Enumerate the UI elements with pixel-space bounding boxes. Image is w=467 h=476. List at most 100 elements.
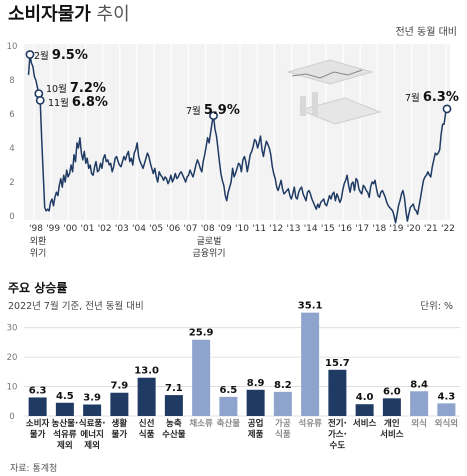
annotation-month: 11월 [48,97,72,109]
annotation-value: 6.8% [72,95,108,110]
annotation-label: 11월 6.8% [48,95,108,110]
event-label: 위기 [30,248,47,259]
bar [83,404,102,416]
y-tick-label: 20 [7,353,18,363]
x-tick-label: '99 [46,224,60,234]
bar [219,396,238,416]
category-label: 수산물 [162,429,186,440]
y-tick-label: 30 [7,324,18,334]
illustration [286,59,382,125]
x-tick-label: '01 [81,224,95,234]
category-label: 신선 [139,418,155,429]
bar-value-label: 4.5 [56,391,74,402]
title-bold: 소비자물가 [8,4,91,25]
category-label: 식품 [275,429,291,440]
bar-value-label: 8.2 [274,380,292,391]
y-tick-label: 10 [7,42,18,52]
bar-value-label: 15.7 [325,358,350,369]
y-tick-label: 10 [7,383,18,393]
category-label: 농산물· [52,418,79,429]
category-label: 석유류 [298,418,322,429]
category-label: 서비스 [380,429,404,440]
illustration-shape [312,92,318,116]
bar-value-label: 13.0 [134,366,159,377]
annotation-label: 7월 5.9% [186,103,240,118]
bar-value-label: 6.5 [220,385,238,396]
x-tick-label: '07 [184,224,198,234]
y-tick-label: 0 [9,212,14,222]
category-label: 공업 [248,418,264,429]
bar [410,391,429,416]
category-label: 개인 [384,418,400,429]
category-label: 에너지 [80,429,103,440]
plot-background [24,44,450,220]
x-tick-label: '98 [29,224,43,234]
annotation-label: 2월 9.5% [34,48,88,63]
x-tick-label: '04 [132,224,146,234]
bar [55,402,74,416]
category-label: 외식 [411,418,427,429]
bar-value-label: 6.3 [29,385,47,396]
bottom-subtitle: 2022년 7월 기준, 전년 동월 대비 [8,301,144,312]
x-tick-label: '21 [424,224,438,234]
x-tick-label: '11 [252,224,266,234]
annotation-value: 9.5% [52,48,88,63]
event-label: 금융위기 [192,248,225,259]
illustration-shape [291,69,363,79]
category-label: 제외 [84,440,100,451]
illustration-shape [286,59,374,85]
x-tick-label: '12 [269,224,283,234]
title-light: 추이 [96,4,130,25]
x-tick-label: '16 [338,224,352,234]
illustration-shape [298,97,382,125]
x-tick-label: '10 [235,224,249,234]
illustration-shape [300,96,306,116]
highlight-point [442,104,452,114]
annotation-value: 5.9% [204,103,240,118]
bar [355,404,374,416]
x-tick-label: '14 [304,224,318,234]
x-tick-label: '08 [201,224,215,234]
annotation-month: 2월 [34,50,52,62]
bar-value-label: 4.3 [438,391,456,402]
annotation-month: 10월 [46,83,70,95]
y-tick-label: 2 [9,178,14,188]
bar [164,395,183,416]
annotation-month: 7월 [405,92,423,104]
category-label: 채소류 [189,418,213,429]
y-tick-label: 6 [9,110,14,120]
bar-value-label: 7.1 [165,383,183,394]
category-label: 식료품· [79,418,106,429]
annotation-value: 7.2% [70,81,106,96]
bar [137,377,156,416]
bar-value-label: 8.9 [247,378,265,389]
x-tick-label: '22 [441,224,455,234]
bar-value-label: 25.9 [189,328,214,339]
bottom-unit-label: 단위: % [420,301,453,312]
category-label: 생활 [112,418,128,429]
category-label: 물가 [112,429,128,440]
bar [437,403,456,416]
category-label: 외식외 [435,418,458,429]
bar [28,397,47,416]
bar-value-label: 35.1 [298,301,323,312]
category-label: 석유류 [53,429,77,440]
annotation-label: 10월 7.2% [46,81,106,96]
y-tick-label: 8 [9,76,14,86]
y-tick-label: 4 [9,144,14,154]
highlight-point [25,50,35,59]
bottom-title: 주요 상승률 [8,281,68,295]
x-tick-label: '00 [63,224,77,234]
highlight-point [35,96,45,105]
bar-value-label: 3.9 [83,393,101,404]
bar [328,369,347,416]
category-label: 농축 [166,418,182,429]
x-tick-label: '05 [149,224,163,234]
category-label: 전기· [328,418,347,429]
cpi-line-chart: 0 2 4 6 8 10 '98'99'00 '01'02'03'04'05'06 '07'08… [7,42,459,259]
category-label: 가스· [328,429,347,440]
x-tick-label: '20 [407,224,421,234]
category-label: 축산물 [217,418,241,429]
